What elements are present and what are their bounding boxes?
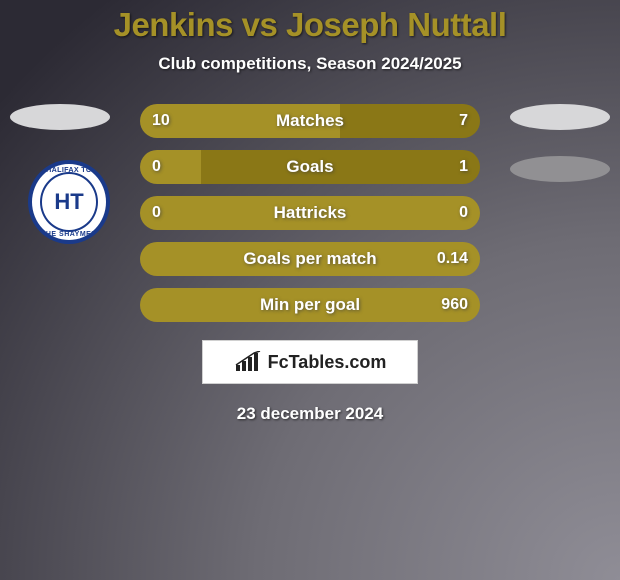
stat-value-right: 0.14: [437, 242, 468, 276]
comparison-subtitle: Club competitions, Season 2024/2025: [0, 54, 620, 74]
stat-label: Hattricks: [140, 196, 480, 230]
stat-label: Min per goal: [140, 288, 480, 322]
stat-value-left: 0: [152, 150, 161, 184]
footer-date: 23 december 2024: [0, 404, 620, 424]
club-badge-left: FC HALIFAX TOWN HT THE SHAYMEN: [28, 160, 110, 244]
stat-value-right: 0: [459, 196, 468, 230]
stat-label: Goals per match: [140, 242, 480, 276]
stat-value-left: 0: [152, 196, 161, 230]
brand-badge: FcTables.com: [202, 340, 418, 384]
comparison-title: Jenkins vs Joseph Nuttall: [0, 0, 620, 44]
club-name-top: FC HALIFAX TOWN: [32, 165, 106, 174]
stat-value-right: 960: [441, 288, 468, 322]
stat-row: Min per goal960: [140, 288, 480, 322]
stat-row: Goals per match0.14: [140, 242, 480, 276]
bars-icon: [234, 351, 262, 373]
stat-value-left: 10: [152, 104, 170, 138]
player-right-avatar-placeholder-2: [510, 156, 610, 182]
club-name-bottom: THE SHAYMEN: [32, 231, 106, 238]
stat-row: Hattricks0 0: [140, 196, 480, 230]
stat-label: Matches: [140, 104, 480, 138]
stat-row: Goals0 1: [140, 150, 480, 184]
stat-value-right: 1: [459, 150, 468, 184]
stat-label: Goals: [140, 150, 480, 184]
player-right-avatar-placeholder-1: [510, 104, 610, 130]
stat-value-right: 7: [459, 104, 468, 138]
brand-text: FcTables.com: [268, 352, 387, 373]
player-left-avatar-placeholder: [10, 104, 110, 130]
stat-row: Matches10 7: [140, 104, 480, 138]
stats-block: FC HALIFAX TOWN HT THE SHAYMEN Matches10…: [0, 104, 620, 424]
